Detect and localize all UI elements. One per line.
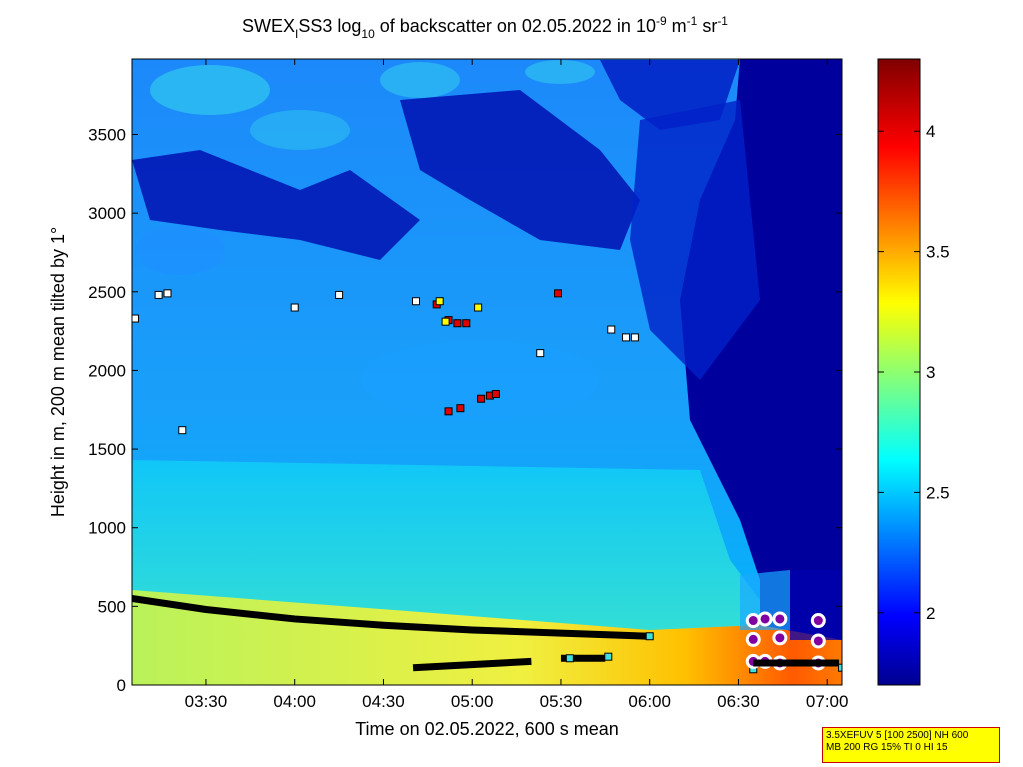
red-marker [462, 319, 471, 328]
white-marker [178, 426, 187, 435]
white-marker [154, 290, 163, 299]
red-marker [453, 319, 462, 328]
red-marker [456, 404, 465, 413]
axes-box [131, 58, 843, 686]
red-marker [477, 394, 486, 403]
chart-title: SWEXISS3 log10 of backscatter on 02.05.2… [242, 14, 728, 41]
y-tick-label: 0 [117, 676, 126, 695]
x-tick-label: 04:30 [362, 692, 405, 711]
ring-marker [772, 630, 788, 646]
y-tick-label: 500 [98, 597, 126, 616]
white-marker [607, 325, 616, 334]
x-axis: 03:30 04:00 04:30 05:00 05:30 06:00 06:30 07:00 [185, 59, 849, 711]
colorbar [877, 58, 921, 686]
info-line-2: MB 200 RG 15% TI 0 HI 15 [826, 742, 948, 753]
x-tick-label: 06:00 [628, 692, 671, 711]
y-tick-label: 1500 [88, 440, 126, 459]
y-tick-label: 2000 [88, 361, 126, 380]
ring-marker [772, 611, 788, 627]
white-marker [536, 349, 545, 358]
cyan-marker [565, 654, 574, 663]
x-tick-label: 05:00 [451, 692, 494, 711]
boundary-layer-top-line [132, 595, 650, 640]
ring-marker [810, 633, 826, 649]
marker-layer [132, 289, 842, 674]
yellow-marker [474, 303, 483, 312]
colorbar-tick-label: 2.5 [926, 483, 950, 502]
white-marker [412, 297, 420, 306]
y-tick-label: 3000 [88, 204, 126, 223]
white-marker [132, 314, 139, 323]
white-marker [290, 303, 299, 312]
y-tick-label: 1000 [88, 519, 126, 538]
x-tick-label: 06:30 [717, 692, 760, 711]
cyan-marker [604, 652, 613, 661]
processing-info-box: 3.5XEFUV 5 [100 2500] NH 600 MB 200 RG 1… [822, 727, 1000, 763]
red-marker [444, 407, 453, 416]
ring-marker [745, 613, 761, 629]
white-marker [622, 333, 631, 342]
white-marker [163, 289, 172, 298]
yellow-marker [441, 317, 450, 326]
y-tick-label: 2500 [88, 283, 126, 302]
yellow-marker [435, 297, 444, 306]
ring-marker [810, 613, 826, 629]
backscatter-field [132, 59, 842, 685]
white-marker [630, 333, 639, 342]
x-tick-label: 07:00 [806, 692, 849, 711]
red-marker [554, 289, 562, 298]
x-tick-label: 04:00 [273, 692, 316, 711]
colorbar-tick-label: 2 [926, 604, 935, 623]
ring-marker [757, 611, 773, 627]
colorbar-tick-label: 4 [926, 122, 935, 141]
y-axis-label: Height in m, 200 m mean tilted by 1° [48, 227, 68, 517]
colorbar-ticks: 2 2.5 3 3.5 4 [878, 122, 950, 623]
ring-marker [745, 631, 761, 647]
x-tick-label: 05:30 [540, 692, 583, 711]
colorbar-tick-label: 3 [926, 363, 935, 382]
white-marker [335, 290, 344, 299]
y-tick-label: 3500 [88, 125, 126, 144]
y-axis: 0 500 1000 1500 2000 2500 3000 3500 [88, 125, 842, 695]
x-axis-label: Time on 02.05.2022, 600 s mean [355, 719, 619, 739]
info-line-1: 3.5XEFUV 5 [100 2500] NH 600 [826, 730, 969, 741]
cyan-marker [838, 663, 842, 672]
cyan-marker [645, 632, 654, 641]
colorbar-tick-label: 3.5 [926, 243, 950, 262]
red-marker [491, 390, 500, 399]
lower-layer-line [412, 657, 532, 672]
x-tick-label: 03:30 [185, 692, 228, 711]
